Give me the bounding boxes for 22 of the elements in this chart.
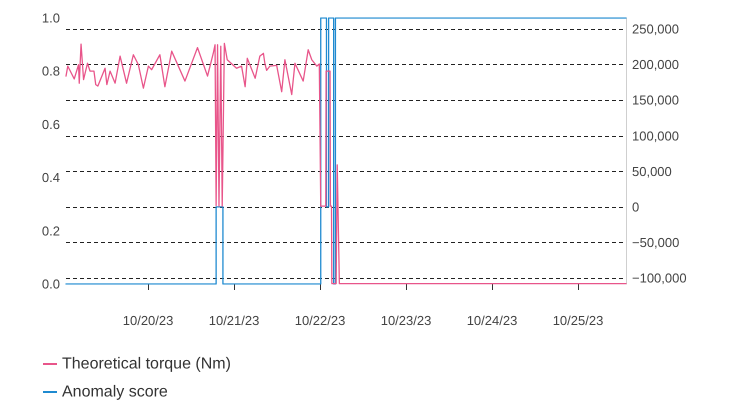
y2-tick-label: −50,000 xyxy=(632,234,680,250)
x-tick-label: 10/22/23 xyxy=(294,313,346,328)
y2-tick-label: 150,000 xyxy=(632,92,679,108)
y2-tick-label: 50,000 xyxy=(632,164,672,179)
legend-label: Anomaly score xyxy=(62,384,168,400)
y-tick-label: 1.0 xyxy=(42,10,60,26)
y-tick-label: 0.8 xyxy=(42,64,60,79)
x-tick-label: 10/24/23 xyxy=(466,313,518,328)
x-tick-label: 10/25/23 xyxy=(552,313,604,328)
y2-tick-label: 250,000 xyxy=(632,22,679,37)
y2-tick-label: 200,000 xyxy=(632,57,679,72)
y-tick-label: 0.6 xyxy=(42,116,60,132)
legend-label: Theoretical torque (Nm) xyxy=(62,356,231,372)
y2-tick-label: −100,000 xyxy=(632,270,687,286)
x-tick-label: 10/20/23 xyxy=(122,313,174,328)
y2-tick-label: 0 xyxy=(632,199,640,214)
x-tick-label: 10/23/23 xyxy=(380,313,432,328)
y-tick-label: 0.2 xyxy=(42,223,60,238)
y2-tick-label: 100,000 xyxy=(632,128,679,144)
y-tick-label: 0.4 xyxy=(42,170,60,186)
x-tick-label: 10/21/23 xyxy=(208,313,260,328)
y-tick-label: 0.0 xyxy=(42,276,60,292)
